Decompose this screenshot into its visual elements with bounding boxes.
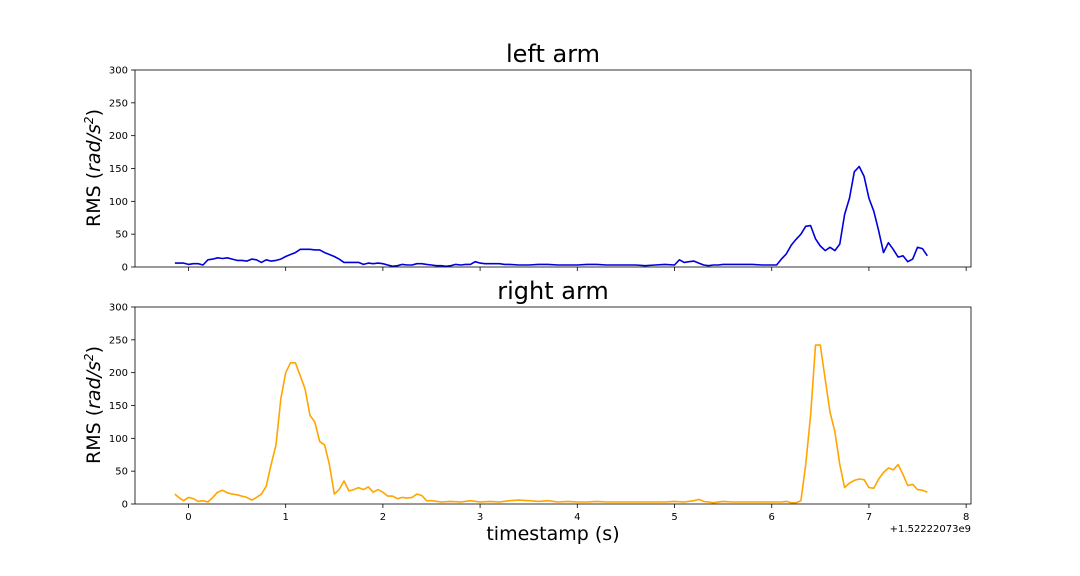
right-arm-x-tick-label: 7: [866, 512, 872, 523]
left-arm-y-tick-label: 300: [109, 66, 128, 77]
x-axis-offset-text: +1.52222073e9: [890, 524, 971, 535]
right-arm-y-tick-label: 100: [109, 434, 128, 445]
left-arm-y-tick-label: 200: [109, 131, 128, 142]
right-arm-x-tick-label: 4: [574, 512, 580, 523]
right-arm-panel: right arm RMS (rad/s2) timestamp (s) +1.…: [82, 277, 972, 545]
left-arm-title: left arm: [506, 40, 600, 68]
left-arm-y-axis-label: RMS (rad/s2): [82, 109, 105, 227]
left-arm-y-tick-label: 250: [109, 98, 128, 109]
left-arm-y-tick-label: 100: [109, 197, 128, 208]
right-arm-y-tick-label: 300: [109, 303, 128, 314]
right-arm-y-tick-label: 150: [109, 401, 128, 412]
x-axis-label: timestamp (s): [486, 523, 619, 545]
right-arm-y-tick-label: 250: [109, 335, 128, 346]
right-arm-y-axis-label: RMS (rad/s2): [82, 346, 105, 464]
right-arm-x-tick-label: 0: [185, 512, 191, 523]
left-arm-y-tick-label: 0: [122, 263, 128, 274]
right-arm-y-tick-label: 0: [122, 500, 128, 511]
right-arm-x-tick-label: 3: [477, 512, 483, 523]
left-arm-y-tick-label: 150: [109, 164, 128, 175]
right-arm-x-tick-label: 5: [671, 512, 677, 523]
right-arm-x-tick-label: 6: [769, 512, 775, 523]
right-arm-title: right arm: [497, 277, 609, 305]
left-arm-series-line: [174, 165, 928, 268]
left-arm-plot-frame: [134, 69, 972, 268]
left-arm-y-tick-label: 50: [115, 230, 128, 241]
right-arm-series-line: [174, 344, 928, 504]
right-arm-y-tick-label: 200: [109, 368, 128, 379]
right-arm-x-tick-label: 2: [380, 512, 386, 523]
right-arm-plot-frame: [134, 306, 972, 505]
right-arm-x-tick-label: 1: [282, 512, 288, 523]
left-arm-panel: left arm RMS (rad/s2) 0 50 100 150 200 250 300: [82, 40, 972, 274]
right-arm-y-tick-label: 50: [115, 467, 128, 478]
right-arm-x-tick-label: 8: [963, 512, 969, 523]
